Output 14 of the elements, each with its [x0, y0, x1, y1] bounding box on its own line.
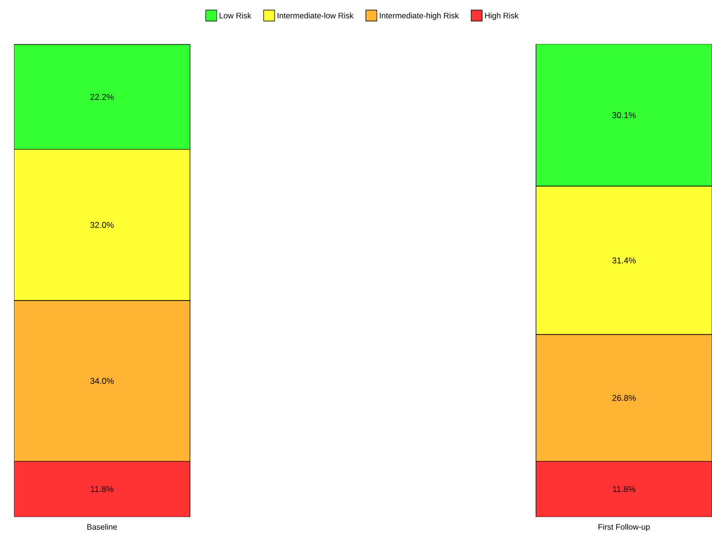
data-label: 22.2%	[90, 94, 114, 100]
data-label: 11.8%	[90, 486, 114, 492]
bar	[14, 300, 190, 462]
data-label: 30.1%	[612, 112, 636, 118]
data-label: 26.8%	[612, 394, 636, 401]
bar	[536, 460, 712, 517]
data-label: 32.0%	[90, 222, 114, 228]
bar	[536, 334, 712, 462]
data-label: 34.0%	[90, 378, 114, 384]
data-label: 31.4%	[612, 257, 636, 264]
bar	[14, 460, 190, 517]
bar	[536, 186, 712, 335]
bar	[14, 149, 190, 301]
data-label: 11.8%	[612, 486, 636, 492]
